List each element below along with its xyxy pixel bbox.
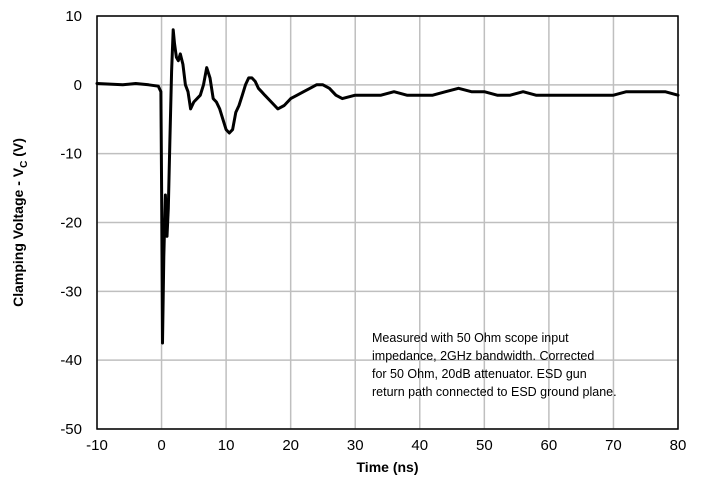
x-tick-label: 60 (541, 437, 558, 454)
measurement-note-line-1: Measured with 50 Ohm scope input (372, 331, 569, 345)
x-tick-label: 30 (347, 437, 364, 454)
x-tick-label: 40 (411, 437, 428, 454)
measurement-note-line-4: return path connected to ESD ground plan… (372, 385, 617, 399)
y-tick-label: -50 (60, 421, 82, 438)
series-line-clamping-voltage (95, 28, 680, 345)
y-tick-label: 0 (74, 77, 82, 94)
y-axis-title-subscript: C (19, 161, 30, 168)
plot-frame (96, 15, 679, 430)
y-tick-label: -30 (60, 283, 82, 300)
x-tick-label: 50 (476, 437, 493, 454)
x-tick-labels: -10 0 10 20 30 40 50 60 70 80 (86, 437, 686, 454)
measurement-note-line-2: impedance, 2GHz bandwidth. Corrected (372, 349, 594, 363)
y-tick-label: -20 (60, 215, 82, 232)
x-tick-label: 20 (282, 437, 299, 454)
x-axis-title: Time (ns) (357, 459, 419, 475)
y-tick-label: -40 (60, 352, 82, 369)
x-tick-label: -10 (86, 437, 108, 454)
x-tick-label: 70 (605, 437, 622, 454)
y-axis-title: Clamping Voltage - VC (V) (10, 138, 30, 307)
y-tick-label: 10 (65, 8, 82, 25)
measurement-note-line-3: for 50 Ohm, 20dB attenuator. ESD gun (372, 367, 587, 381)
measurement-note: Measured with 50 Ohm scope input impedan… (372, 331, 617, 399)
y-tick-labels: -50 -40 -30 -20 -10 0 10 (60, 8, 82, 438)
y-tick-label: -10 (60, 146, 82, 163)
x-tick-label: 0 (157, 437, 165, 454)
y-axis-title-unit: (V) (10, 138, 26, 161)
y-axis-title-main: Clamping Voltage - V (10, 167, 26, 307)
x-tick-label: 80 (670, 437, 687, 454)
x-tick-label: 10 (218, 437, 235, 454)
